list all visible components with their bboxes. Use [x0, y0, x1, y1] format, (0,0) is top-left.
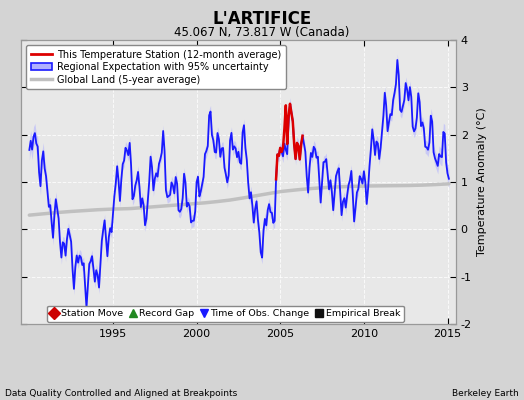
Text: L'ARTIFICE: L'ARTIFICE [212, 10, 312, 28]
Text: Berkeley Earth: Berkeley Earth [452, 389, 519, 398]
Legend: Station Move, Record Gap, Time of Obs. Change, Empirical Break: Station Move, Record Gap, Time of Obs. C… [47, 306, 404, 322]
Text: 45.067 N, 73.817 W (Canada): 45.067 N, 73.817 W (Canada) [174, 26, 350, 39]
Text: Data Quality Controlled and Aligned at Breakpoints: Data Quality Controlled and Aligned at B… [5, 389, 237, 398]
Y-axis label: Temperature Anomaly (°C): Temperature Anomaly (°C) [477, 108, 487, 256]
